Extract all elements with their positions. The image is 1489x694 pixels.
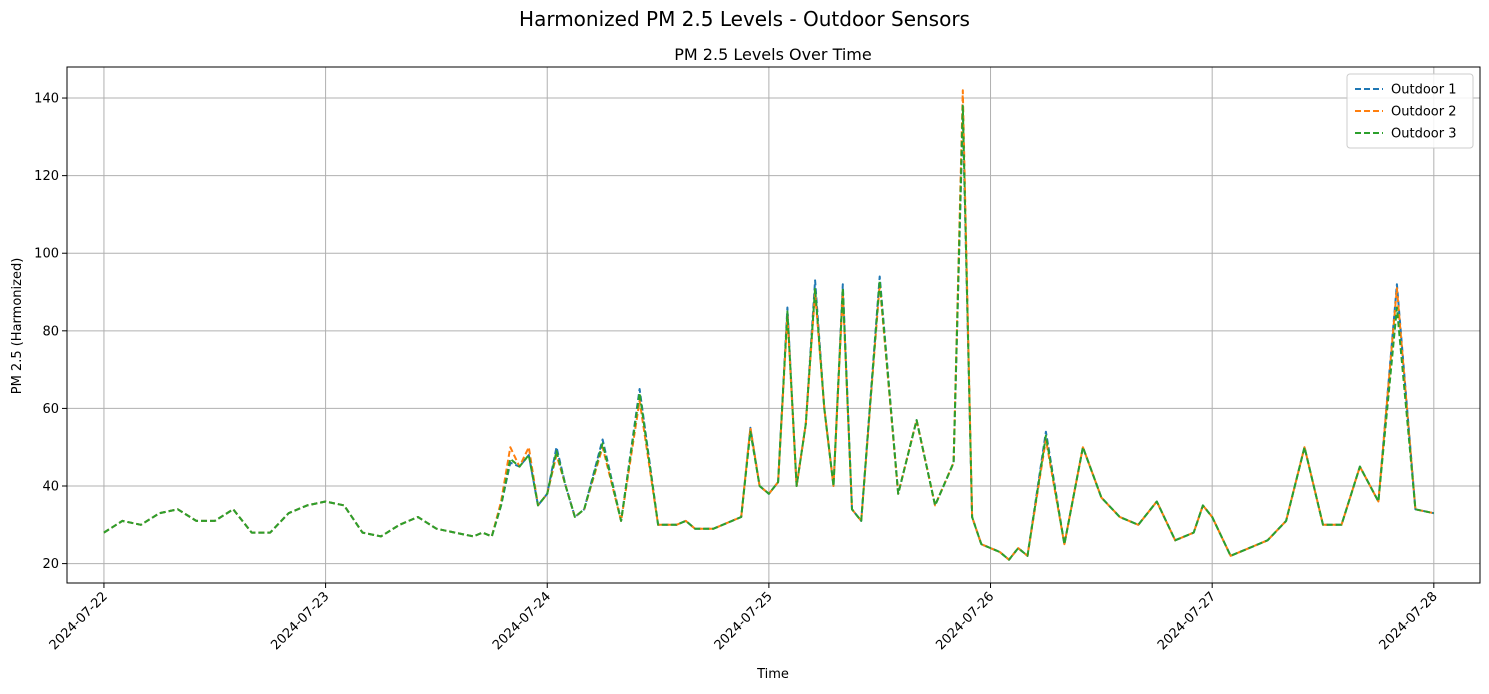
legend-label: Outdoor 1 — [1391, 83, 1456, 98]
x-tick-label: 2024-07-22 — [47, 589, 111, 653]
x-tick-label: 2024-07-27 — [1155, 589, 1219, 653]
series-line-3 — [103, 104, 1435, 561]
y-tick-label: 120 — [34, 169, 59, 184]
axes-layer: 2024-07-22 2024-07-23 2024-07-24 2024-07-25… — [34, 66, 1481, 653]
y-tick-label: 100 — [34, 247, 59, 262]
x-tick-label: 2024-07-25 — [712, 589, 776, 653]
y-tick-label: 140 — [34, 92, 59, 107]
plot-frame — [66, 66, 1481, 584]
series-layer — [103, 89, 1435, 561]
chart-title: PM 2.5 Levels Over Time — [674, 45, 871, 64]
x-tick-label: 2024-07-28 — [1377, 589, 1441, 653]
y-tick-label: 80 — [42, 324, 59, 339]
y-tick-label: 40 — [42, 480, 59, 495]
x-tick-label: 2024-07-24 — [490, 589, 554, 653]
legend-label: Outdoor 2 — [1391, 105, 1456, 120]
legend-box — [1346, 73, 1474, 149]
y-axis-label: PM 2.5 (Harmonized) — [10, 258, 25, 395]
legend: Outdoor 1 Outdoor 2 Outdoor 3 — [1346, 73, 1474, 149]
grid-layer — [67, 67, 1480, 583]
x-tick-label: 2024-07-26 — [933, 589, 997, 653]
figure-suptitle: Harmonized PM 2.5 Levels - Outdoor Senso… — [519, 7, 970, 31]
x-axis-label: Time — [756, 667, 789, 682]
y-tick-label: 20 — [42, 557, 59, 572]
legend-label: Outdoor 3 — [1391, 127, 1456, 142]
y-tick-label: 60 — [42, 402, 59, 417]
x-tick-label: 2024-07-23 — [268, 589, 332, 653]
